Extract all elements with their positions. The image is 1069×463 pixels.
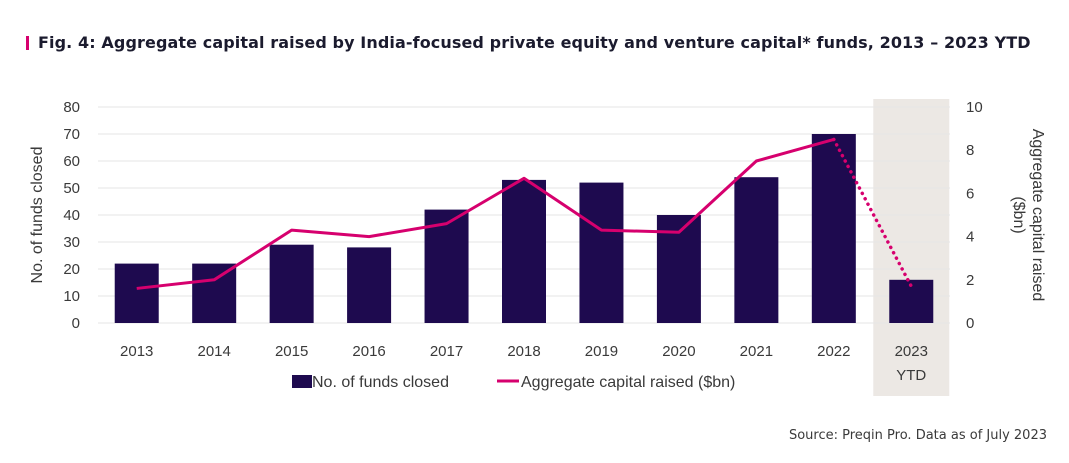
x-tick-label: 2018 xyxy=(507,343,540,360)
left-tick-label: 0 xyxy=(72,315,80,332)
right-axis-label-line: ($bn) xyxy=(1010,196,1027,233)
left-tick-label: 10 xyxy=(63,288,80,305)
right-axis-label-line: Aggregate capital raised xyxy=(1029,129,1046,302)
x-tick-label: 2013 xyxy=(120,343,153,360)
left-tick-label: 20 xyxy=(63,261,80,278)
left-tick-label: 80 xyxy=(63,99,80,116)
bar-2019 xyxy=(579,182,624,323)
capital-line-solid xyxy=(136,137,835,290)
bar-series xyxy=(114,134,934,323)
right-tick-label: 0 xyxy=(966,315,974,332)
legend-bar-swatch xyxy=(292,375,312,388)
title-accent-bar xyxy=(26,36,29,50)
x-axis-ticks: 2013 2014 2015 2016 2017 2018 2019 2020 2021 2022… xyxy=(120,343,928,384)
left-tick-label: 60 xyxy=(63,153,80,170)
left-tick-label: 70 xyxy=(63,126,80,143)
bar-2023-ytd xyxy=(889,279,934,323)
x-tick-label: 2015 xyxy=(275,343,308,360)
right-axis-ticks: 0 2 4 6 8 10 xyxy=(966,99,983,332)
chart-title: Fig. 4: Aggregate capital raised by Indi… xyxy=(38,33,1031,52)
x-tick-label: 2016 xyxy=(352,343,385,360)
ytd-highlight-band xyxy=(873,99,950,396)
bar-2015 xyxy=(269,244,314,323)
bar-2014 xyxy=(192,263,237,323)
x-tick-label: 2022 xyxy=(817,343,850,360)
bar-2018 xyxy=(502,179,546,323)
left-tick-label: 50 xyxy=(63,180,80,197)
left-axis-label: No. of funds closed xyxy=(29,147,46,284)
right-axis-label: Aggregate capital raised($bn) xyxy=(1010,129,1046,302)
right-tick-label: 2 xyxy=(966,272,974,289)
left-tick-label: 30 xyxy=(63,234,80,251)
bar-2017 xyxy=(424,209,469,323)
x-tick-label: 2019 xyxy=(585,343,618,360)
left-tick-label: 40 xyxy=(63,207,80,224)
right-tick-label: 4 xyxy=(966,229,974,246)
legend-bar-label: No. of funds closed xyxy=(312,374,449,391)
x-tick-label: 2014 xyxy=(197,343,230,360)
right-tick-label: 6 xyxy=(966,185,974,202)
bar-2022 xyxy=(811,134,856,323)
right-tick-label: 10 xyxy=(966,99,983,116)
x-tick-label: 2023 xyxy=(895,343,928,360)
x-tick-label: 2021 xyxy=(740,343,773,360)
source-note: Source: Preqin Pro. Data as of July 2023 xyxy=(788,428,1047,443)
left-axis-ticks: 0 10 20 30 40 50 60 70 80 xyxy=(63,99,80,332)
x-tick-label: 2020 xyxy=(662,343,695,360)
legend-line-label: Aggregate capital raised ($bn) xyxy=(521,374,735,391)
x-tick-label: YTD xyxy=(896,367,926,384)
right-tick-label: 8 xyxy=(966,142,974,159)
bar-2016 xyxy=(347,247,392,323)
bar-2021 xyxy=(734,177,779,323)
line-series xyxy=(136,137,914,290)
bar-2013 xyxy=(114,263,159,323)
legend: No. of funds closed Aggregate capital ra… xyxy=(292,374,735,391)
x-tick-label: 2017 xyxy=(430,343,463,360)
